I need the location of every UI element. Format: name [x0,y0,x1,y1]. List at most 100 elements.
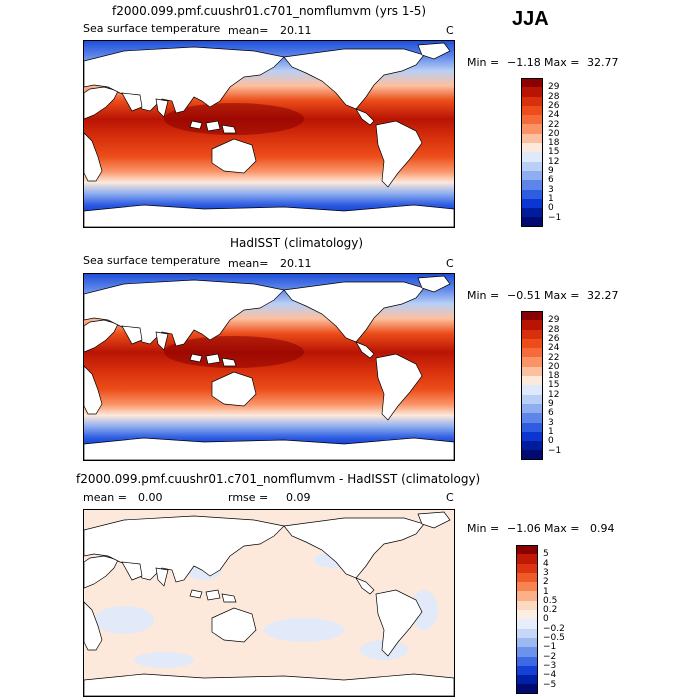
panel-3-mean-label: mean = [83,491,127,504]
colorbar-tick-label: 9 [548,166,554,176]
colorbar-swatch [521,78,543,88]
colorbar-tick-label: 15 [548,147,560,158]
colorbar-swatch [521,161,543,171]
panel-3-mean-value: 0.00 [138,491,163,504]
colorbar-swatch [516,684,538,694]
colorbar-tick-label: 3 [543,567,549,578]
panel-3-map [83,509,455,697]
colorbar-swatch [521,189,543,199]
colorbar-tick-label: 20 [548,361,560,372]
colorbar-swatch [521,329,543,339]
colorbar-swatch [521,422,543,432]
colorbar-swatch [521,320,543,330]
panel-1-min-value: −1.18 [507,56,541,69]
panel-1-units: C [446,24,454,37]
colorbar-tick-label: −0.2 [543,623,565,634]
colorbar-tick-label: −5 [543,679,557,690]
panel-3-title: f2000.099.pmf.cuushr01.c701_nomflumvm - … [76,472,481,486]
panel-2-min-label: Min = [467,289,500,302]
colorbar-swatch [521,96,543,106]
colorbar-swatch [521,133,543,144]
panel-2-colorbar [521,311,543,460]
colorbar-swatch [521,348,543,358]
panel-1-variable: Sea surface temperature [83,22,221,35]
panel-3-units: C [446,491,454,504]
colorbar-tick-label: 22 [548,119,560,130]
colorbar-tick-label: 0 [548,436,554,447]
panel-1-mean-value: 20.11 [280,24,312,37]
colorbar-tick-label: 18 [548,138,560,149]
colorbar-tick-label: 6 [548,175,554,186]
colorbar-tick-label: −4 [543,670,557,681]
colorbar-swatch [521,366,543,377]
colorbar-swatch [516,637,538,648]
panel-3-rmse-label: rmse = [228,491,269,504]
colorbar-swatch [521,376,543,386]
panel-3-max-label: Max = [544,522,580,535]
colorbar-tick-label: 20 [548,128,560,139]
colorbar-tick-label: −0.5 [543,633,565,643]
colorbar-tick-label: 29 [548,315,560,326]
colorbar-swatch [521,311,543,321]
colorbar-tick-label: 9 [548,399,554,409]
colorbar-swatch [516,554,538,564]
panel-3-max-value: 0.94 [590,522,615,535]
colorbar-tick-label: 2 [543,577,549,588]
panel-2-min-value: −0.51 [507,289,541,302]
colorbar-swatch [521,124,543,134]
colorbar-tick-label: 1 [543,586,549,597]
panel-3-min-value: −1.06 [507,522,541,535]
panel-1-map [83,40,455,228]
panel-2-variable: Sea surface temperature [83,254,221,267]
panel-2-mean-label: mean= [228,257,269,270]
colorbar-swatch [521,357,543,367]
colorbar-swatch [521,198,543,209]
colorbar-tick-label: 24 [548,343,560,354]
panel-3-rmse-value: 0.09 [286,491,311,504]
colorbar-swatch [516,545,538,555]
colorbar-swatch [521,338,543,349]
colorbar-swatch [516,582,538,592]
colorbar-tick-label: 15 [548,380,560,391]
colorbar-tick-label: 18 [548,371,560,382]
colorbar-tick-label: −2 [543,651,557,662]
colorbar-swatch [516,610,538,620]
colorbar-swatch [516,628,538,638]
colorbar-swatch [521,394,543,404]
panel-2-title: HadISST (climatology) [230,236,364,250]
colorbar-tick-label: 29 [548,82,560,93]
colorbar-tick-label: 0 [548,203,554,214]
colorbar-tick-label: 0.2 [543,605,558,616]
panel-1-title: f2000.099.pmf.cuushr01.c701_nomflumvm (y… [112,4,427,18]
colorbar-tick-label: 6 [548,408,554,419]
colorbar-tick-label: 0.5 [543,595,558,606]
colorbar-tick-label: −1 [548,212,562,223]
colorbar-tick-label: 26 [548,100,560,111]
panel-1-min-label: Min = [467,56,500,69]
colorbar-swatch [521,152,543,162]
panel-1-colorbar [521,78,543,227]
colorbar-swatch [521,413,543,423]
colorbar-tick-label: 12 [548,389,560,400]
panel-2-max-value: 32.27 [587,289,619,302]
panel-2-units: C [446,257,454,270]
colorbar-swatch [521,431,543,442]
colorbar-tick-label: 28 [548,324,560,335]
colorbar-tick-label: 5 [543,549,549,560]
colorbar-swatch [521,143,543,153]
panel-2-map [83,273,455,461]
colorbar-tick-label: 24 [548,110,560,121]
colorbar-swatch [521,441,543,451]
colorbar-swatch [521,115,543,125]
colorbar-tick-label: 4 [543,558,549,569]
panel-3-colorbar [516,545,538,694]
colorbar-swatch [516,572,538,583]
panel-2-mean-value: 20.11 [280,257,312,270]
panel-1-mean-label: mean= [228,24,269,37]
colorbar-swatch [516,675,538,685]
season-label: JJA [512,8,549,30]
colorbar-swatch [521,87,543,97]
colorbar-tick-label: 3 [548,417,554,428]
colorbar-tick-label: 1 [548,193,554,204]
colorbar-swatch [521,180,543,190]
